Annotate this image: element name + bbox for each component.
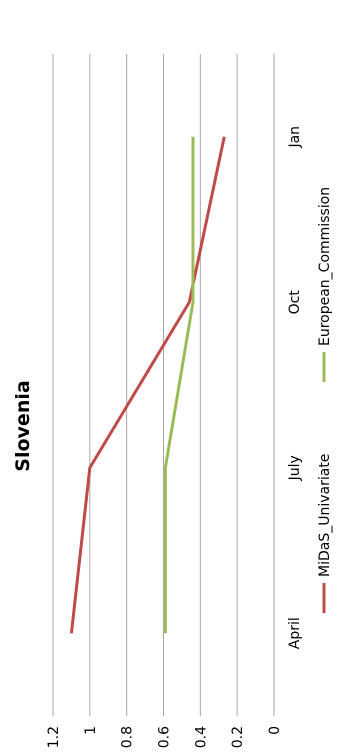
chart-title: Slovenia: [12, 380, 34, 471]
legend-label: MiDaS_Univariate: [317, 454, 333, 577]
y-tick-label: 0.4: [193, 726, 209, 748]
series-line-european-commission: [163, 136, 195, 634]
y-tick-label: 0.2: [230, 726, 246, 748]
x-category-label: Oct: [287, 290, 303, 315]
x-axis-categories: April July Oct Jan: [287, 126, 303, 649]
gridlines: [52, 54, 275, 716]
y-axis-ticks: 0 0.2 0.4 0.6 0.8 1 1.2: [46, 726, 283, 748]
y-tick-label: 1: [83, 726, 99, 735]
series-line-midas-univariate: [69, 136, 226, 634]
series-lines: [69, 136, 226, 634]
x-category-label: July: [287, 455, 303, 481]
y-tick-label: 0: [267, 726, 283, 735]
y-tick-label: 0.6: [157, 726, 173, 748]
legend: MiDaS_Univariate European_Commission: [317, 187, 333, 613]
y-tick-label: 0.8: [120, 726, 136, 748]
legend-label: European_Commission: [317, 187, 333, 346]
x-category-label: April: [287, 617, 303, 649]
y-tick-label: 1.2: [46, 726, 62, 748]
x-category-label: Jan: [287, 126, 303, 149]
